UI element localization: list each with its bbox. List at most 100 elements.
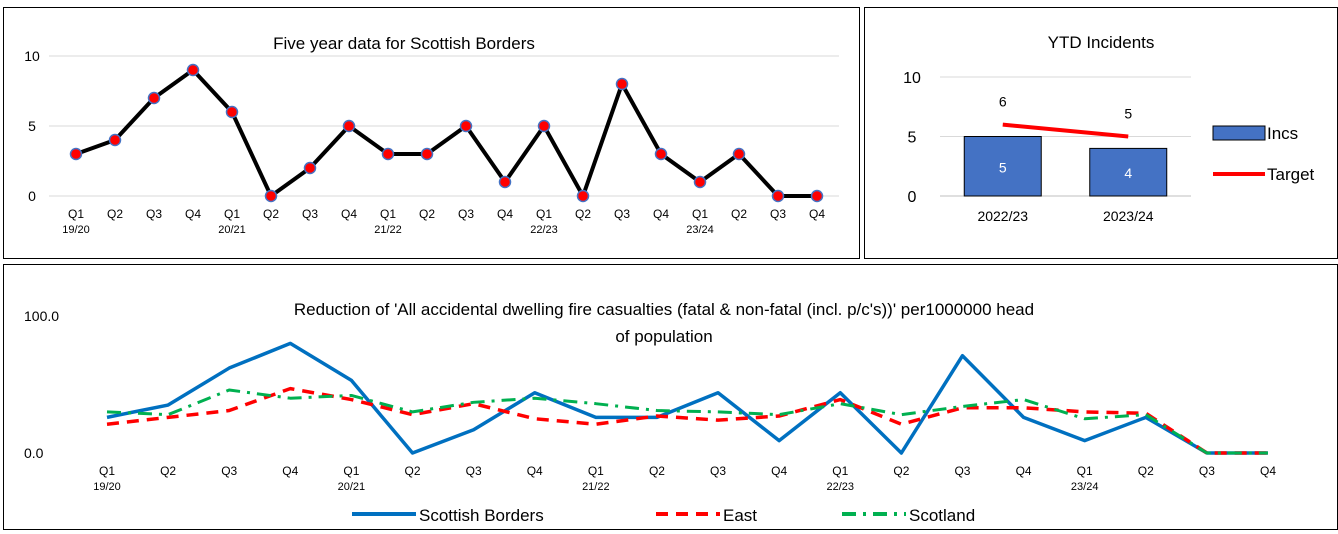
y-tick-label: 0	[908, 189, 917, 206]
x-tick-label: Q2	[263, 207, 279, 221]
y-tick-label: 5	[28, 118, 36, 134]
x-tick-label: Q2	[107, 207, 123, 221]
y-tick-label: 5	[908, 130, 917, 147]
bar	[1089, 147, 1168, 197]
chart-title: YTD Incidents	[1048, 33, 1155, 52]
series-line	[75, 68, 817, 198]
year-label: 20/21	[338, 481, 366, 493]
legend-swatch-incs	[1212, 125, 1266, 141]
data-point	[615, 77, 629, 91]
x-tick-label: 2022/23	[977, 208, 1028, 224]
x-tick-label: Q2	[405, 464, 421, 478]
ytd-incidents-chart: YTD Incidents 0 5 10 5 4 6 5 2022/23 2023/24 Incs T…	[903, 33, 1315, 224]
x-tick-label: Q1	[68, 207, 84, 221]
series-line-scottish-borders	[106, 341, 1268, 455]
x-tick-label: Q3	[770, 207, 786, 221]
x-tick-label: Q3	[458, 207, 474, 221]
year-label: 21/22	[582, 481, 610, 493]
data-point	[108, 133, 122, 147]
data-point	[264, 189, 278, 203]
y-tick-label: 0.0	[24, 445, 44, 461]
five-year-chart: Five year data for Scottish Borders 0 5 10 Q…	[24, 34, 839, 236]
chart-panel-reduction: Reduction of 'All accidental dwelling fi…	[3, 264, 1338, 530]
legend-label: East	[723, 506, 757, 525]
x-tick-label: Q1	[224, 207, 240, 221]
year-label: 23/24	[1071, 481, 1099, 493]
x-tick-label: Q1	[99, 464, 115, 478]
data-point	[420, 147, 434, 161]
chart-panel-five-year: Five year data for Scottish Borders 0 5 10 Q…	[3, 7, 860, 259]
year-label: 23/24	[686, 224, 714, 236]
x-tick-label: 2023/24	[1103, 208, 1154, 224]
year-label: 22/23	[530, 224, 558, 236]
data-point	[69, 147, 83, 161]
data-point	[459, 119, 473, 133]
legend-label-target: Target	[1267, 165, 1315, 184]
y-tick-label: 10	[903, 70, 921, 87]
x-tick-label: Q4	[809, 207, 825, 221]
x-tick-label: Q4	[282, 464, 298, 478]
x-tick-label: Q2	[1138, 464, 1154, 478]
chart-title: Five year data for Scottish Borders	[273, 34, 535, 53]
x-tick-label: Q1	[1077, 464, 1093, 478]
x-tick-label: Q4	[341, 207, 357, 221]
legend-label: Scotland	[909, 506, 975, 525]
bar	[963, 136, 1042, 197]
x-tick-label: Q3	[1199, 464, 1215, 478]
data-point	[810, 189, 824, 203]
data-point	[381, 147, 395, 161]
x-tick-label: Q3	[954, 464, 970, 478]
data-point	[498, 175, 512, 189]
year-label: 19/20	[93, 481, 121, 493]
series-line-scotland	[106, 388, 1268, 455]
legend-label: Scottish Borders	[419, 506, 544, 525]
legend-label-incs: Incs	[1267, 124, 1298, 143]
year-label: 22/23	[826, 481, 854, 493]
x-tick-label: Q3	[614, 207, 630, 221]
bar-value-label: 5	[999, 159, 1007, 175]
x-tick-label: Q4	[1016, 464, 1032, 478]
chart-panel-ytd-incidents: YTD Incidents 0 5 10 5 4 6 5 2022/23 2023/24 Incs T…	[864, 7, 1338, 259]
data-point	[732, 147, 746, 161]
x-tick-label: Q4	[185, 207, 201, 221]
x-tick-label: Q2	[160, 464, 176, 478]
x-tick-label: Q2	[893, 464, 909, 478]
year-label: 19/20	[62, 224, 90, 236]
x-tick-label: Q4	[653, 207, 669, 221]
chart-title-line-1: Reduction of 'All accidental dwelling fi…	[294, 300, 1034, 319]
x-tick-label: Q1	[380, 207, 396, 221]
x-tick-label: Q3	[221, 464, 237, 478]
year-label: 20/21	[218, 224, 246, 236]
x-tick-label: Q2	[575, 207, 591, 221]
x-tick-label: Q2	[731, 207, 747, 221]
data-point	[693, 175, 707, 189]
x-tick-label: Q1	[692, 207, 708, 221]
data-point	[186, 63, 200, 77]
target-value-label: 6	[999, 94, 1007, 110]
data-point	[537, 119, 551, 133]
target-value-label: 5	[1124, 106, 1132, 122]
x-tick-label: Q4	[497, 207, 513, 221]
data-point	[147, 91, 161, 105]
y-tick-label: 0	[28, 188, 36, 204]
y-tick-label: 100.0	[24, 308, 59, 324]
target-line	[1002, 122, 1129, 139]
chart-title-line-2: of population	[615, 327, 712, 346]
x-tick-label: Q4	[527, 464, 543, 478]
x-tick-label: Q2	[419, 207, 435, 221]
series-line-east	[106, 386, 1268, 455]
x-tick-label: Q1	[536, 207, 552, 221]
y-tick-label: 10	[24, 48, 40, 64]
data-point	[225, 105, 239, 119]
reduction-chart: Reduction of 'All accidental dwelling fi…	[24, 300, 1276, 525]
x-tick-label: Q2	[649, 464, 665, 478]
data-point	[342, 119, 356, 133]
data-point	[303, 161, 317, 175]
x-tick-label: Q3	[710, 464, 726, 478]
x-tick-label: Q3	[302, 207, 318, 221]
x-tick-label: Q3	[466, 464, 482, 478]
data-point	[654, 147, 668, 161]
x-tick-label: Q1	[343, 464, 359, 478]
x-tick-label: Q3	[146, 207, 162, 221]
year-label: 21/22	[374, 224, 402, 236]
